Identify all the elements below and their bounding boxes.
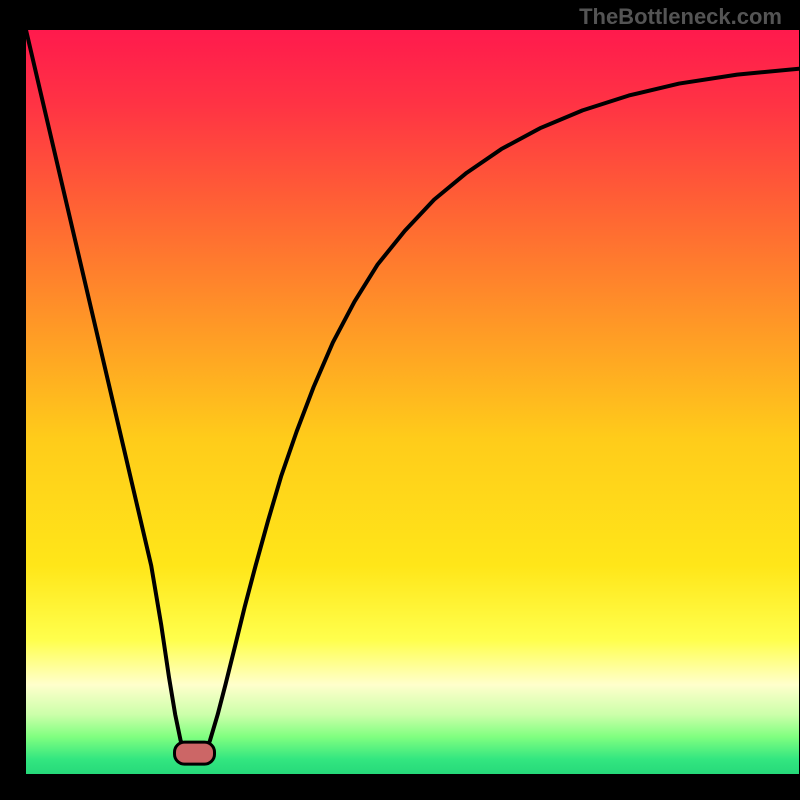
minimum-marker <box>175 742 215 764</box>
curve-svg <box>26 30 799 774</box>
watermark-text: TheBottleneck.com <box>579 4 782 30</box>
chart-container <box>0 0 800 800</box>
plot-area <box>26 30 799 774</box>
bottleneck-curve <box>26 30 799 763</box>
